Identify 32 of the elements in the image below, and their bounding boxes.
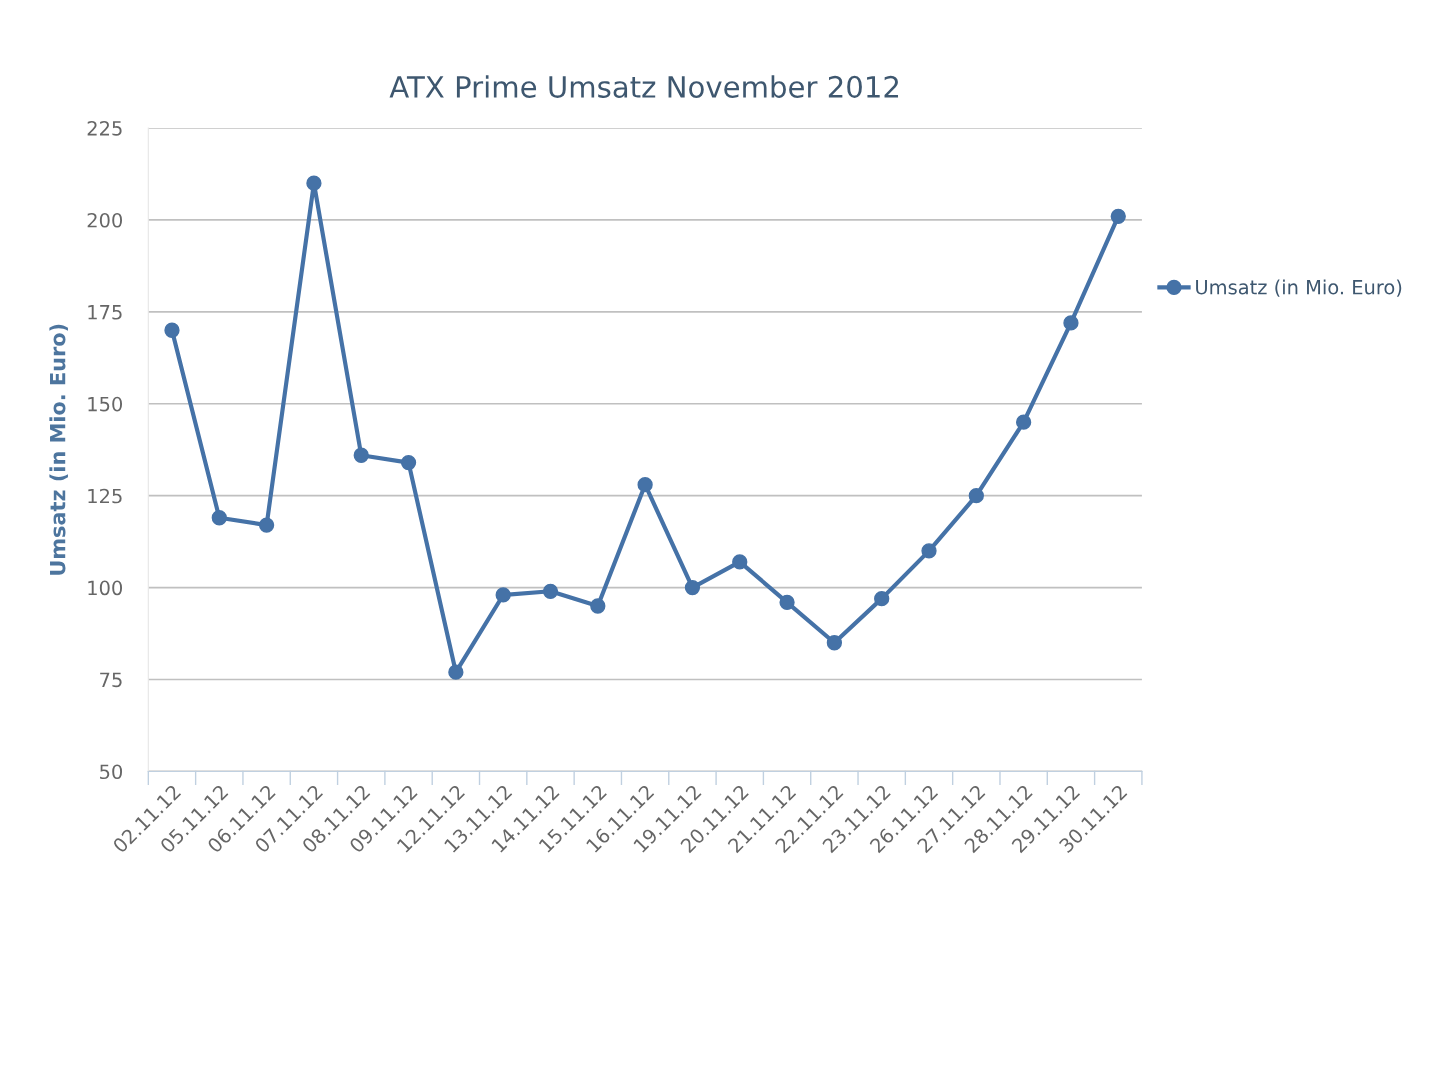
- y-tick-label: 75: [100, 672, 122, 688]
- y-tick-label: 100: [88, 580, 123, 596]
- point: [1063, 315, 1079, 331]
- y-tick-label: 125: [88, 488, 122, 504]
- y-tick-label: 150: [88, 396, 123, 412]
- chart-title: ATX Prime Umsatz November 2012: [389, 75, 899, 98]
- point: [542, 583, 559, 599]
- point: [590, 598, 606, 614]
- point: [306, 175, 322, 191]
- point: [164, 322, 180, 338]
- point: [968, 488, 984, 504]
- point: [353, 447, 369, 463]
- point: [732, 554, 748, 570]
- point: [1110, 208, 1126, 224]
- y-axis-title: Umsatz (in Mio. Euro): [49, 324, 68, 575]
- legend-label: Umsatz (in Mio. Euro): [1196, 279, 1402, 297]
- point: [448, 664, 464, 680]
- point: [400, 454, 417, 471]
- point: [684, 579, 701, 596]
- point: [779, 594, 795, 610]
- y-tick-label: 225: [87, 121, 122, 136]
- y-tick-label: 200: [87, 212, 123, 228]
- y-tick-label: 175: [88, 305, 122, 320]
- point: [495, 587, 511, 603]
- point: [211, 510, 227, 526]
- y-tick-label: 50: [100, 764, 123, 780]
- point: [258, 517, 275, 533]
- point: [1015, 414, 1032, 430]
- point: [826, 635, 843, 651]
- point: [874, 591, 890, 607]
- point: [921, 543, 937, 559]
- point: [637, 477, 653, 493]
